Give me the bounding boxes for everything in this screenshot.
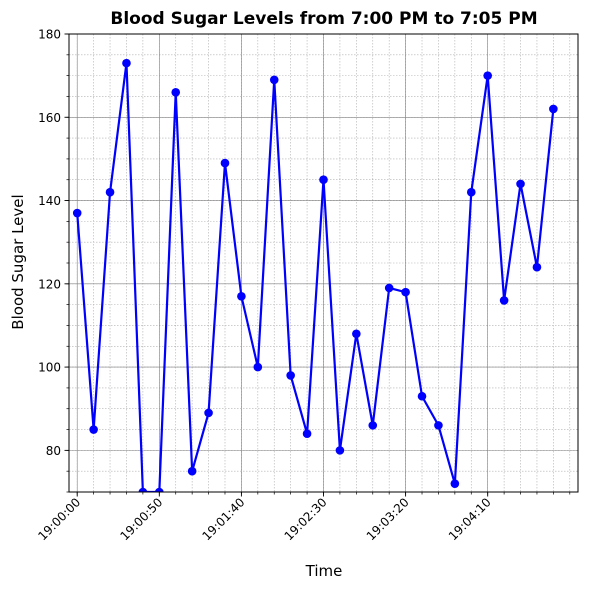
data-point [417, 391, 427, 401]
data-point [368, 421, 378, 430]
data-point [499, 296, 509, 305]
chart-title: Blood Sugar Levels from 7:00 PM to 7:05 … [110, 9, 537, 29]
data-point [549, 104, 558, 114]
data-point [269, 75, 279, 85]
data-point [483, 71, 492, 80]
data-point [516, 179, 525, 189]
y-tick-label: 120 [38, 277, 61, 291]
data-point [155, 487, 164, 492]
series-layer [72, 58, 558, 492]
data-point [138, 487, 148, 492]
data-point [72, 208, 82, 218]
x-axis-label: Time [305, 562, 343, 580]
data-point [302, 429, 312, 439]
data-point [237, 292, 246, 301]
x-tick-label: 19:00:00 [35, 495, 83, 543]
x-tick-label: 19:03:20 [364, 495, 412, 543]
data-point [401, 287, 410, 297]
x-tick-label: 19:00:50 [117, 495, 165, 543]
data-point [204, 408, 213, 418]
y-tick-label: 140 [38, 194, 61, 208]
data-point [171, 87, 181, 97]
data-point [89, 425, 98, 434]
series-line [76, 62, 555, 492]
data-point [187, 466, 197, 476]
y-tick-label: 160 [38, 111, 61, 125]
y-tick-label: 100 [38, 361, 61, 375]
x-tick-label: 19:02:30 [282, 495, 330, 543]
data-point [105, 187, 115, 197]
x-tick-label: 19:04:10 [446, 495, 494, 543]
x-axis-ticks: 19:00:00 19:00:50 19:01:40 19:02:30 19:03:20… [35, 492, 571, 543]
y-axis-label: Blood Sugar Level [9, 194, 27, 329]
data-point [532, 262, 542, 272]
data-point [253, 362, 263, 372]
data-point [122, 58, 131, 68]
data-point [319, 175, 328, 185]
y-axis-ticks: 80 100 120 140 160 180 [38, 28, 69, 493]
y-tick-label: 80 [46, 444, 61, 458]
data-point [434, 421, 443, 430]
data-point [335, 446, 345, 455]
data-point [220, 158, 230, 168]
data-point [286, 371, 295, 380]
data-point [352, 329, 361, 339]
data-point [450, 479, 460, 488]
data-point [384, 283, 394, 293]
x-tick-label: 19:01:40 [200, 495, 248, 543]
y-tick-label: 180 [38, 28, 61, 42]
data-point [466, 187, 476, 197]
